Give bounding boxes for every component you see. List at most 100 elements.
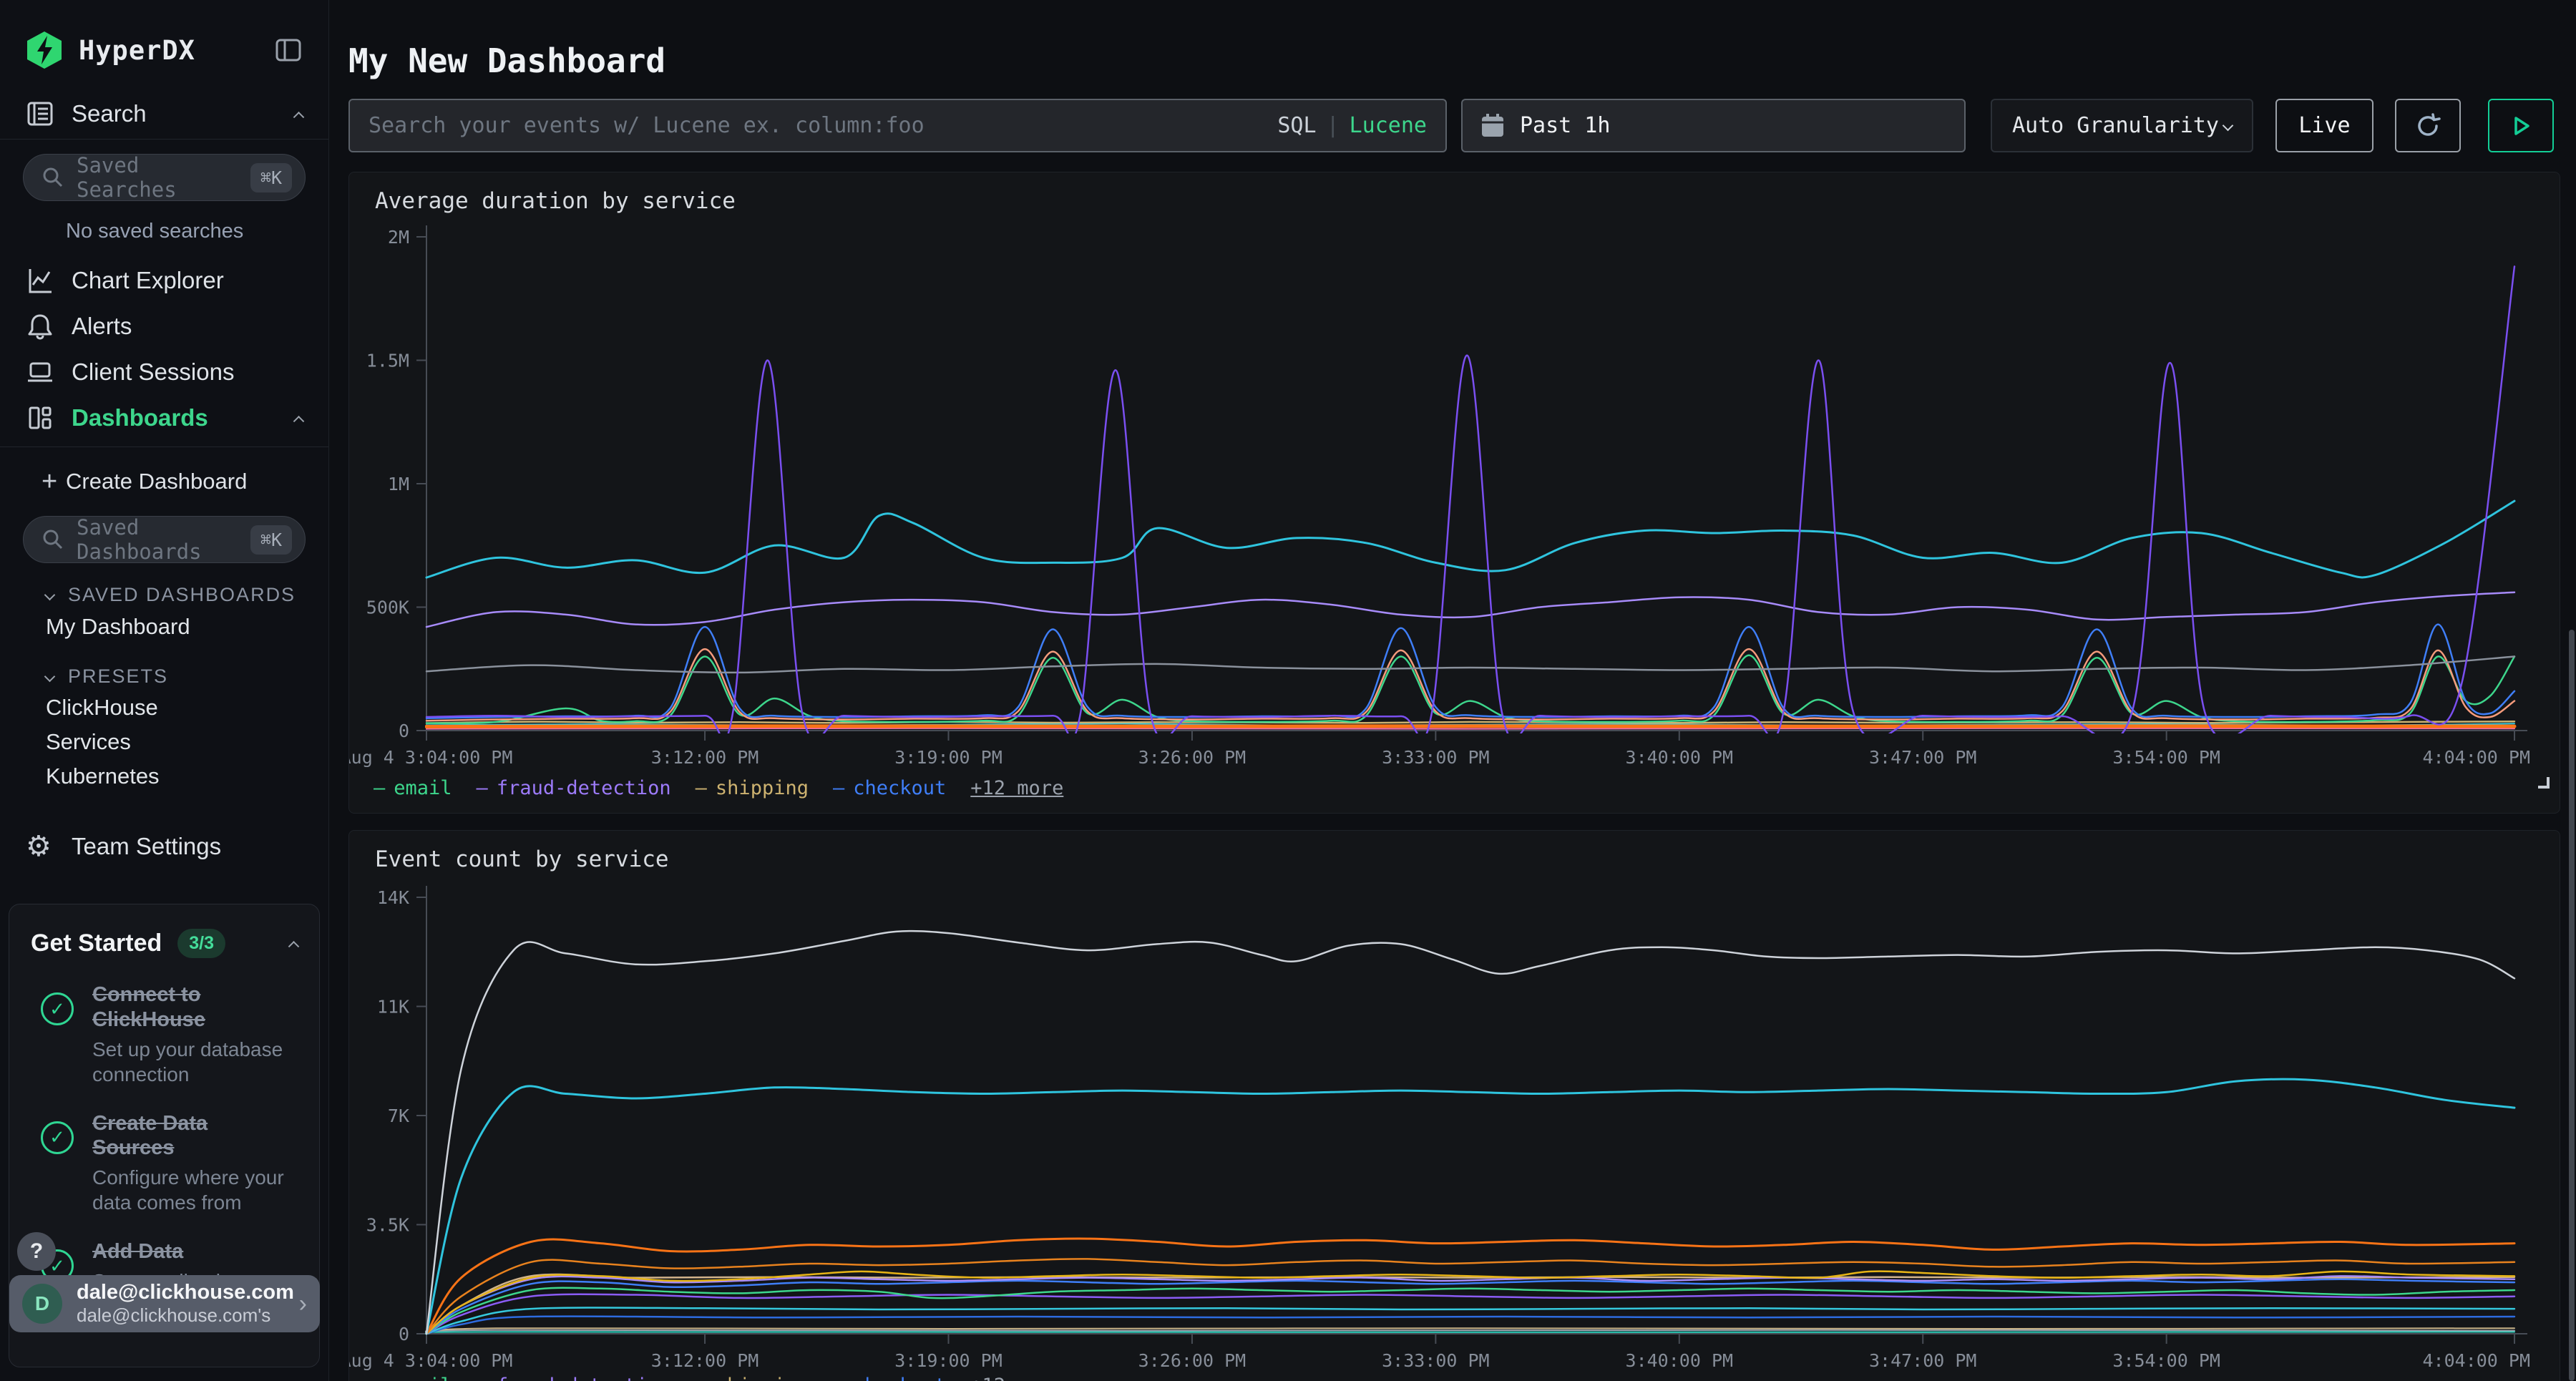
- page-title: My New Dashboard: [348, 42, 666, 80]
- y-tick-label: 3.5K: [366, 1215, 409, 1236]
- section-saved-dashboards[interactable]: SAVED DASHBOARDS: [44, 580, 303, 609]
- x-tick-label: 3:54:00 PM: [2112, 747, 2220, 768]
- chart-title: Event count by service: [375, 846, 669, 872]
- legend-item-shipping[interactable]: — shipping: [696, 1375, 809, 1381]
- series-orange2: [425, 1258, 2516, 1335]
- sidebar-collapse-icon: [275, 39, 301, 62]
- series-orange1: [425, 1237, 2516, 1335]
- event-search-placeholder: Search your events w/ Lucene ex. column:…: [369, 113, 924, 138]
- x-tick-label: 3:40:00 PM: [1626, 747, 1734, 768]
- panel-resize-handle[interactable]: [2538, 777, 2550, 789]
- get-started-item-title: Add Data: [92, 1240, 184, 1264]
- x-tick-label: 3:47:00 PM: [1869, 747, 1977, 768]
- section-presets[interactable]: PRESETS: [44, 662, 303, 690]
- refresh-icon: [2418, 112, 2441, 136]
- legend-item-fraud-detection[interactable]: — fraud-detection: [477, 1375, 671, 1381]
- legend-item-shipping[interactable]: — shipping: [696, 777, 809, 799]
- get-started-item-desc: Configure where your data comes from: [92, 1166, 284, 1214]
- series-orange-bold: [425, 724, 2517, 728]
- legend-more-link[interactable]: +12 more: [970, 1375, 1063, 1381]
- y-tick-label: 11K: [377, 997, 409, 1018]
- avatar: D: [22, 1284, 62, 1324]
- chart-panel-event-count[interactable]: Event count by service 0 3.5K 7K 11K 14K Aug …: [348, 830, 2560, 1381]
- x-tick-label: 3:19:00 PM: [894, 1350, 1002, 1371]
- chevron-up-icon: [288, 940, 300, 952]
- get-started-item-sources[interactable]: ✓ Create Data Sources Configure where yo…: [31, 1111, 298, 1216]
- section-label: PRESETS: [68, 665, 169, 687]
- legend-item-fraud-detection[interactable]: — fraud-detection: [477, 777, 671, 799]
- hyperdx-logo-icon: [27, 31, 62, 69]
- series-cyan: [425, 499, 2516, 579]
- sidebar-item-my-dashboard[interactable]: My Dashboard: [0, 609, 328, 645]
- x-tick-label: Aug 4 3:04:00 PM: [349, 747, 512, 768]
- legend-label: shipping: [716, 1375, 809, 1381]
- calendar-icon: [1482, 113, 1503, 137]
- run-query-button[interactable]: [2488, 99, 2554, 152]
- granularity-select[interactable]: Auto Granularity: [1991, 99, 2253, 152]
- query-mode-sql[interactable]: SQL: [1277, 113, 1317, 138]
- get-started-header[interactable]: Get Started 3/3: [31, 929, 300, 958]
- legend-dash-icon: —: [833, 1375, 844, 1381]
- shortcut-badge: ⌘K: [250, 524, 292, 555]
- legend-dash-icon: —: [695, 777, 707, 799]
- live-button[interactable]: Live: [2275, 99, 2373, 152]
- get-started-item-connect[interactable]: ✓ Connect to ClickHouse Set up your data…: [31, 982, 298, 1087]
- help-button[interactable]: ?: [17, 1232, 56, 1271]
- y-tick-label: 500K: [366, 597, 409, 618]
- granularity-value: Auto Granularity: [2012, 113, 2219, 138]
- scrollbar-thumb[interactable]: [2569, 630, 2575, 1381]
- divider: [0, 139, 328, 140]
- x-tick-label: 3:12:00 PM: [651, 1350, 759, 1371]
- user-team: dale@clickhouse.com's: [77, 1304, 271, 1326]
- legend-item-email[interactable]: — email: [374, 1375, 452, 1381]
- legend-item-checkout[interactable]: — checkout: [833, 1375, 946, 1381]
- check-circle-icon: ✓: [41, 1121, 74, 1154]
- chevron-up-icon: [293, 415, 305, 427]
- y-tick-label: 1M: [388, 474, 409, 494]
- y-tick-label: 1.5M: [366, 351, 409, 371]
- sidebar-item-chart-explorer[interactable]: Chart Explorer: [0, 258, 328, 303]
- series-fraud-detection: [425, 1275, 2516, 1335]
- x-tick-label: 3:54:00 PM: [2112, 1350, 2220, 1371]
- sidebar-item-kubernetes[interactable]: Kubernetes: [0, 759, 328, 794]
- user-account-chip[interactable]: D dale@clickhouse.com dale@clickhouse.co…: [9, 1275, 320, 1332]
- search-icon: [43, 167, 63, 187]
- event-search-input[interactable]: Search your events w/ Lucene ex. column:…: [348, 99, 1447, 152]
- get-started-item-title: Connect to ClickHouse: [92, 983, 205, 1031]
- time-range-picker[interactable]: Past 1h: [1461, 99, 1966, 152]
- series-cyan: [425, 1078, 2516, 1335]
- sidebar-item-search[interactable]: Search: [0, 90, 328, 137]
- collapse-sidebar-button[interactable]: [274, 36, 303, 64]
- brand-row: HyperDX: [0, 0, 328, 70]
- legend-item-checkout[interactable]: — checkout: [833, 777, 946, 799]
- laptop-icon: [26, 358, 63, 386]
- saved-dashboards-placeholder: Saved Dashboards: [77, 515, 202, 564]
- query-mode-divider: |: [1326, 113, 1340, 138]
- brand-name: HyperDX: [79, 34, 195, 66]
- x-tick-label: 3:33:00 PM: [1382, 747, 1490, 768]
- y-tick-label: 14K: [377, 887, 409, 908]
- legend-item-email[interactable]: — email: [374, 777, 452, 799]
- sidebar-item-dashboards[interactable]: Dashboards: [0, 395, 328, 441]
- legend-dash-icon: —: [832, 777, 845, 799]
- sidebar-item-services[interactable]: Services: [0, 725, 328, 759]
- saved-dashboards-input[interactable]: Saved Dashboards ⌘K: [23, 515, 306, 564]
- chart-legend: — email — fraud-detection — shipping — checkout…: [374, 777, 1063, 799]
- legend-label: fraud-detection: [496, 777, 671, 799]
- refresh-button[interactable]: [2395, 99, 2461, 152]
- query-mode-lucene[interactable]: Lucene: [1349, 113, 1427, 138]
- create-dashboard-button[interactable]: + Create Dashboard: [0, 459, 328, 504]
- sidebar-item-team-settings[interactable]: ⚙ Team Settings: [0, 824, 328, 869]
- saved-searches-input[interactable]: Saved Searches ⌘K: [23, 153, 306, 202]
- legend-more-link[interactable]: +12 more: [970, 777, 1064, 799]
- series-email: [425, 654, 2516, 725]
- x-tick-label: 3:40:00 PM: [1626, 1350, 1734, 1371]
- shortcut-badge: ⌘K: [250, 162, 292, 192]
- sidebar-item-client-sessions[interactable]: Client Sessions: [0, 349, 328, 395]
- chart-panel-avg-duration[interactable]: Average duration by service 0 500K 1M 1.5M 2…: [348, 172, 2560, 814]
- legend-label: checkout: [853, 1375, 946, 1381]
- sidebar-item-clickhouse[interactable]: ClickHouse: [0, 690, 328, 725]
- sidebar-item-alerts[interactable]: Alerts: [0, 303, 328, 349]
- play-icon: [2514, 116, 2529, 135]
